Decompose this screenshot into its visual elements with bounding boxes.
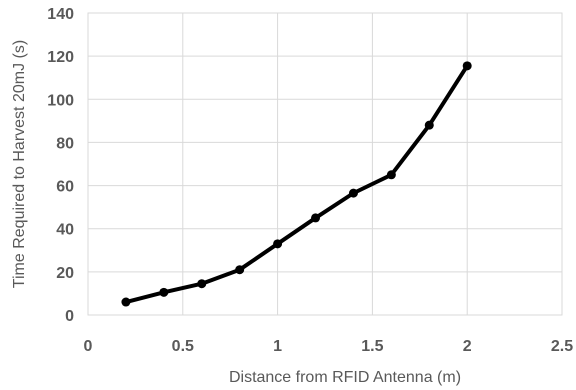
x-tick-label: 0 <box>84 338 93 355</box>
data-point <box>273 239 283 249</box>
y-axis-title: Time Required to Harvest 20mJ (s) <box>11 40 28 288</box>
x-axis-title: Distance from RFID Antenna (m) <box>229 369 461 386</box>
y-tick-label: 0 <box>65 308 74 325</box>
series-line <box>123 63 470 305</box>
y-tick-label: 140 <box>47 6 74 23</box>
x-tick-label: 0.5 <box>172 338 194 355</box>
x-tick-label: 1.5 <box>361 338 383 355</box>
data-point <box>121 297 131 307</box>
x-tick-label: 2.5 <box>551 338 573 355</box>
data-point <box>386 170 396 180</box>
y-tick-label: 100 <box>47 92 74 109</box>
y-tick-label: 40 <box>56 222 74 239</box>
data-point <box>311 213 321 223</box>
x-tick-label: 1 <box>273 338 282 355</box>
data-point <box>424 120 434 130</box>
x-tick-label: 2 <box>463 338 472 355</box>
data-points <box>121 61 472 307</box>
data-point <box>159 287 169 297</box>
y-tick-label: 60 <box>56 179 74 196</box>
x-axis-ticks: 0 0.5 1 1.5 2 2.5 <box>84 338 574 355</box>
y-tick-label: 20 <box>56 265 74 282</box>
data-point <box>462 61 472 71</box>
data-point <box>197 279 207 289</box>
y-tick-label: 120 <box>47 49 74 66</box>
plot-area <box>87 12 563 316</box>
data-point <box>348 188 358 198</box>
y-axis-ticks: 0 20 40 60 80 100 120 140 <box>47 6 74 325</box>
grid <box>87 12 563 316</box>
data-point <box>235 265 245 275</box>
y-tick-label: 80 <box>56 135 74 152</box>
